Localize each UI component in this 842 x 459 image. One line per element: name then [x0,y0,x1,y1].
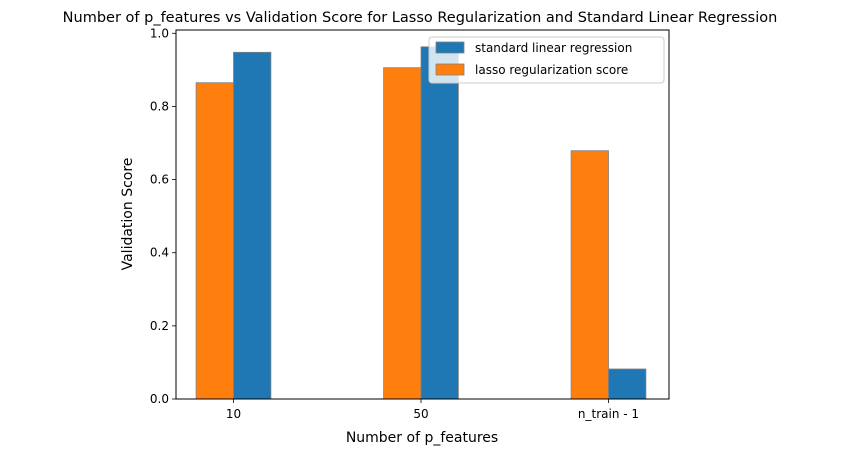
legend-box [428,36,665,84]
bars-layer [195,46,647,400]
bar-standard-linear-regression-50 [420,46,459,400]
x-tick-label-50: 50 [413,407,428,421]
y-axis-ticks: 0.0 0.2 0.4 0.6 0.8 1.0 [150,26,176,406]
bar-lasso-regularization-score-50 [383,67,422,400]
x-axis-ticks: 10 50 n_train - 1 [226,399,639,421]
bar-standard-linear-regression-10 [233,51,272,400]
bar-standard-linear-regression-n-train-1 [608,368,647,400]
bar-lasso-regularization-score-n-train-1 [570,150,609,400]
chart-title: Number of p_features vs Validation Score… [63,10,778,26]
y-tick-label: 1.0 [150,26,169,40]
legend-swatch-lasso-regularization-score [435,63,465,76]
y-axis-label: Validation Score [120,158,136,271]
x-axis-label: Number of p_features [346,430,498,446]
y-tick-label: 0.4 [150,246,169,260]
y-tick-label: 0.2 [150,319,169,333]
y-tick-label: 0.8 [150,99,169,113]
legend: standard linear regression lasso regular… [428,36,665,84]
y-tick-label: 0.6 [150,173,169,187]
legend-swatch-standard-linear-regression [435,41,465,54]
bar-lasso-regularization-score-10 [195,82,234,400]
legend-label-lasso-regularization-score: lasso regularization score [475,63,628,77]
plot-frame [175,29,670,400]
y-tick-label: 0.0 [150,392,169,406]
legend-label-standard-linear-regression: standard linear regression [475,41,632,55]
x-tick-label-n-train-1: n_train - 1 [578,407,639,421]
x-tick-label-10: 10 [226,407,241,421]
